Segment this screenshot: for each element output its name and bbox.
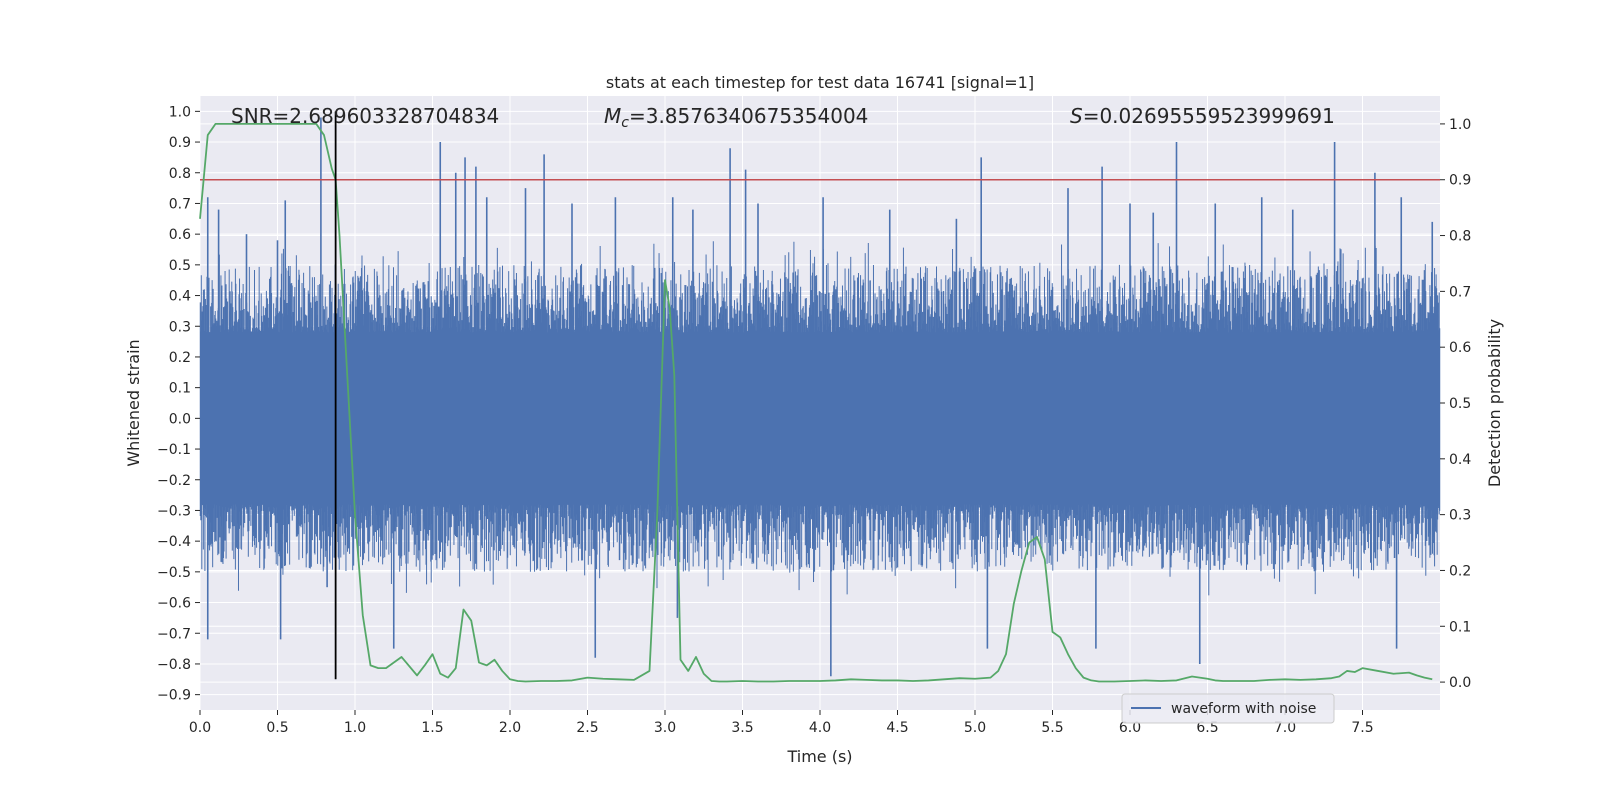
waveform-series [199,117,1441,677]
s-symbol: S [1070,104,1083,128]
y-tick-label: 0.6 [169,227,191,243]
x-tick-label: 5.5 [1041,720,1063,736]
x-tick-label: 7.0 [1274,720,1296,736]
y2-tick-label: 0.8 [1449,229,1471,245]
y-tick-label: −0.4 [157,534,191,550]
legend-box [1121,693,1335,724]
y-tick-label: −0.5 [157,565,191,581]
y-tick-label: 0.1 [169,381,191,397]
x-tick-label: 1.5 [421,720,443,736]
y-tick-label: −0.1 [157,442,191,458]
x-tick-label: 3.0 [654,720,676,736]
waveform-noise [199,241,1441,596]
axes: 0.0 0.5 1.0 1.5 2.0 2.5 3.0 3.5 4.0 4.5 5.0 5.5 6.0 6… [157,104,1471,736]
mc-value: =3.8576340675354004 [629,104,868,128]
x-axis-label: Time (s) [786,747,852,766]
chart-title: stats at each timestep for test data 167… [606,73,1034,92]
y2-tick-label: 0.3 [1449,508,1471,524]
x-tick-label: 7.5 [1351,720,1373,736]
x-tick-label: 6.0 [1119,720,1141,736]
y-tick-label: 0.7 [169,196,191,212]
y2-tick-label: 0.6 [1449,340,1471,356]
y-tick-label: 0.3 [169,319,191,335]
mc-annotation: Mc=3.8576340675354004 [604,104,868,131]
x-tick-label: 4.5 [886,720,908,736]
s-annotation: S=0.02695559523999691 [1070,104,1335,128]
y-tick-label: 0.8 [169,166,191,182]
legend-entry: waveform with noise [1171,701,1316,717]
y2-tick-label: 0.9 [1449,173,1471,189]
y2-tick-label: 0.0 [1449,675,1471,691]
x-tick-label: 1.0 [344,720,366,736]
x-tick-label: 0.5 [266,720,288,736]
y-tick-label: −0.2 [157,473,191,489]
mc-symbol: M [604,104,621,128]
legend: waveform with noise [1121,693,1335,724]
y2-axis-label: Detection probability [1485,319,1504,487]
y-tick-label: 1.0 [169,104,191,120]
s-value: =0.02695559523999691 [1083,104,1335,128]
snr-annotation: SNR=2.689603328704834 [231,104,499,128]
overlays [199,111,1440,683]
y-tick-label: −0.8 [157,657,191,673]
y2-tick-label: 0.7 [1449,284,1471,300]
x-tick-label: 6.5 [1196,720,1218,736]
mc-subscript: c [621,115,629,131]
x-tick-label: 2.0 [499,720,521,736]
x-tick-label: 5.0 [964,720,986,736]
x-tick-label: 2.5 [576,720,598,736]
y-tick-label: −0.3 [157,503,191,519]
y-tick-label: 0.5 [169,258,191,274]
x-tick-label: 0.0 [189,720,211,736]
y-tick-label: 0.9 [169,135,191,151]
y-tick-label: 0.2 [169,350,191,366]
y-tick-label: −0.9 [157,688,191,704]
x-tick-label: 4.0 [809,720,831,736]
y2-tick-label: 0.5 [1449,396,1471,412]
y2-tick-label: 0.4 [1449,452,1471,468]
y-tick-label: 0.0 [169,411,191,427]
y2-tick-label: 0.1 [1449,619,1471,635]
x-tick-label: 3.5 [731,720,753,736]
detection-probability-line [199,123,1433,683]
y-tick-label: −0.6 [157,596,191,612]
y-tick-label: 0.4 [169,289,191,305]
y2-tick-label: 1.0 [1449,117,1471,133]
y-tick-label: −0.7 [157,626,191,642]
y-axis-label: Whitened strain [124,339,143,466]
y2-tick-label: 0.2 [1449,563,1471,579]
